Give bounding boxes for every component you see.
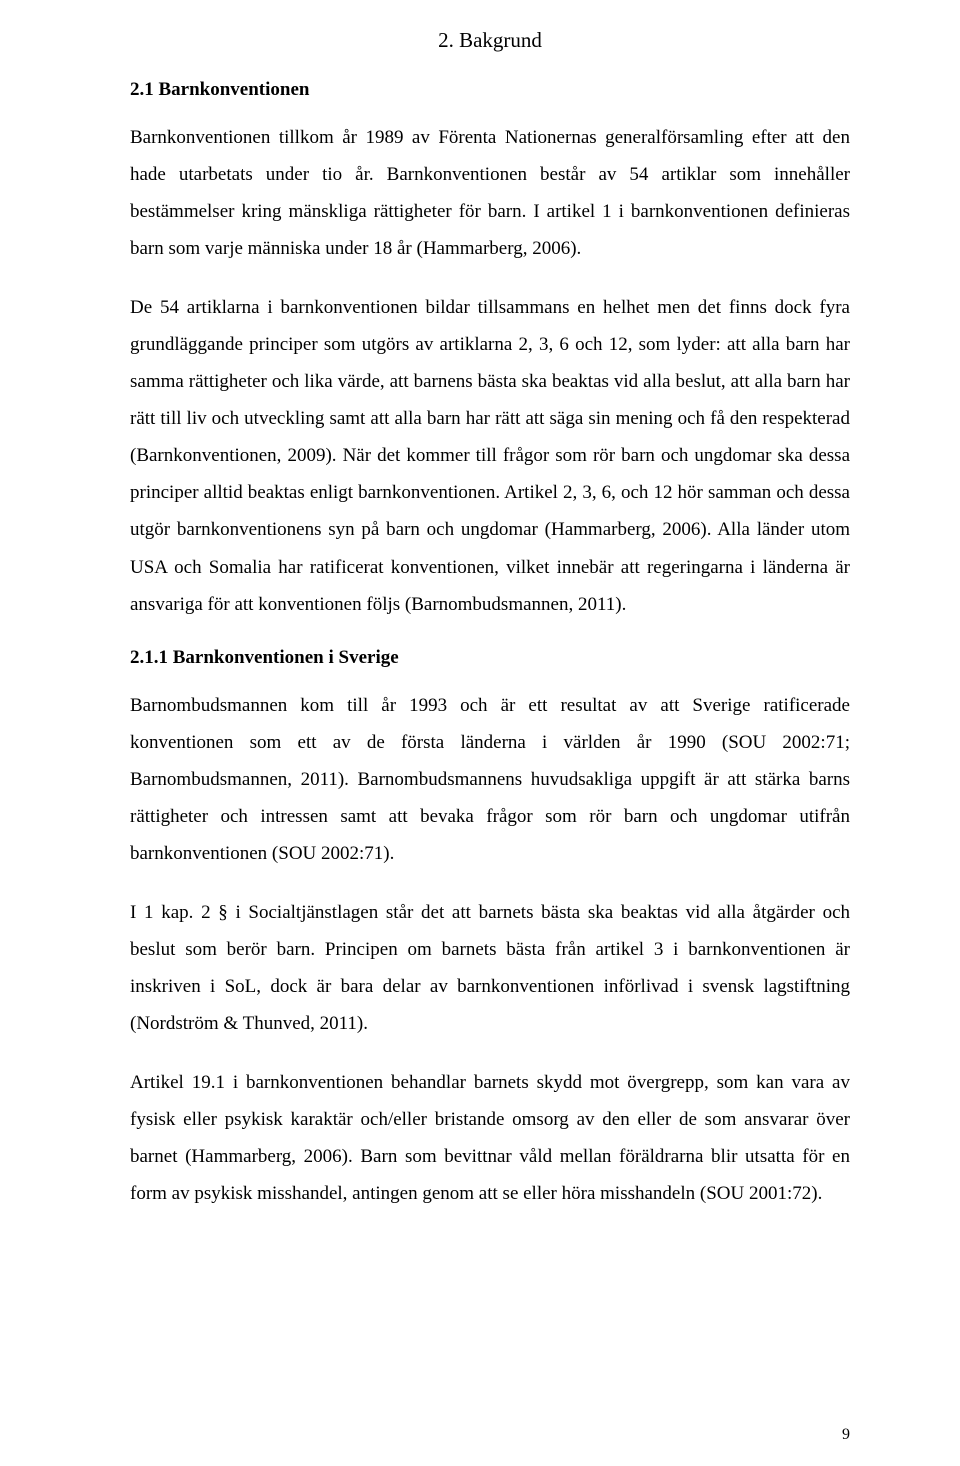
paragraph-3: Barnombudsmannen kom till år 1993 och är…	[130, 687, 850, 872]
section-heading-2: 2.1.1 Barnkonventionen i Sverige	[130, 647, 850, 669]
main-heading: 2. Bakgrund	[130, 28, 850, 53]
paragraph-4: I 1 kap. 2 § i Socialtjänstlagen står de…	[130, 894, 850, 1042]
paragraph-5: Artikel 19.1 i barnkonventionen behandla…	[130, 1064, 850, 1212]
section-heading-1: 2.1 Barnkonventionen	[130, 79, 850, 101]
paragraph-1: Barnkonventionen tillkom år 1989 av Före…	[130, 119, 850, 267]
paragraph-2: De 54 artiklarna i barnkonventionen bild…	[130, 289, 850, 622]
page-number: 9	[842, 1426, 850, 1444]
